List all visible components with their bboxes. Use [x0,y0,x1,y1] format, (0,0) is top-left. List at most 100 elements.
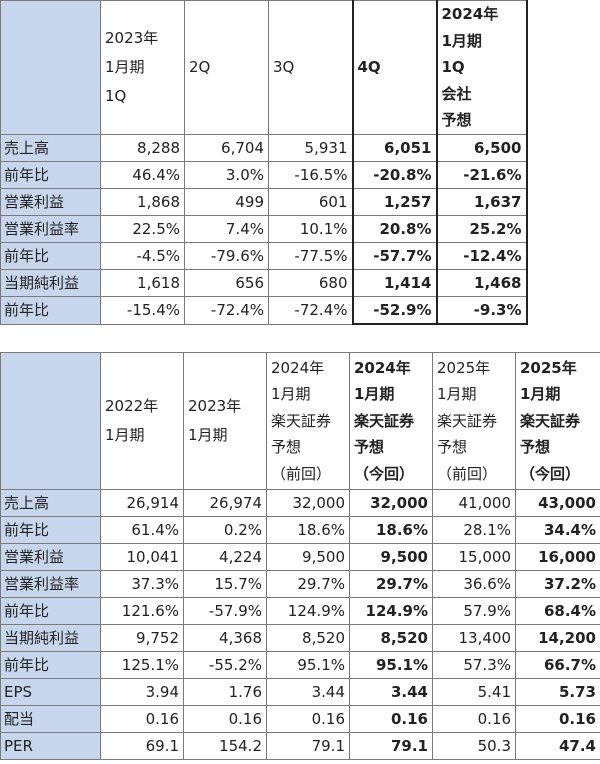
table-cell: 154.2 [183,732,267,760]
header-line: 2025年 [437,358,491,377]
row-label: 当期純利益 [0,269,101,297]
table-row: 営業利益 1,868 499 601 1,257 1,637 [0,188,528,216]
row-label: 当期純利益 [0,624,101,652]
header-line: 1月期 [271,385,311,404]
table-cell: 25.2% [435,215,528,243]
table-cell: -77.5% [268,242,353,270]
table-cell: 0.16 [515,705,600,733]
table-cell: 4,224 [183,543,267,571]
table-cell: 4,368 [183,624,267,652]
table-cell: 36.6% [432,570,516,598]
table-row: EPS 3.94 1.76 3.44 3.44 5.41 5.73 [0,678,600,706]
table-cell: 121.6% [100,597,184,625]
table-row: 営業利益 10,041 4,224 9,500 9,500 15,000 16,000 [0,543,600,571]
table-cell: 0.16 [100,705,184,733]
table-cell: 5,931 [268,134,353,162]
header-line: 2024年 [271,358,325,377]
header-2023-1q: 2023年 1月期 1Q [100,0,185,135]
table-cell: 0.16 [266,705,350,733]
table-cell: -15.4% [100,296,185,325]
table-cell: 13,400 [432,624,516,652]
table-row: 前年比 46.4% 3.0% -16.5% -20.8% -21.6% [0,161,528,189]
header-2024-previous: 2024年 1月期 楽天証券 予想 （前回） [266,352,350,490]
table-cell: 41,000 [432,489,516,517]
table-cell: -12.4% [435,242,528,270]
table-row: 当期純利益 1,618 656 680 1,414 1,468 [0,269,528,297]
table-row: 前年比 61.4% 0.2% 18.6% 18.6% 28.1% 34.4% [0,516,600,544]
header-line: （前回） [271,464,332,483]
header-line: 2024年 [354,358,411,377]
row-label: EPS [0,678,101,706]
header-line: 会社 [441,84,472,103]
row-label: 前年比 [0,161,101,189]
row-label: 営業利益率 [0,215,101,243]
row-label: 前年比 [0,242,101,270]
quarterly-results-table: 2023年 1月期 1Q 2Q 3Q 4Q 2024年 1月期 1Q 会社 予想… [0,0,528,325]
table-cell: 50.3 [432,732,516,760]
header-line: 2023年 [105,29,159,47]
table-cell: 3.94 [100,678,184,706]
table-cell: 95.1% [266,651,350,679]
table-cell: 6,051 [351,134,437,162]
header-2025-previous: 2025年 1月期 楽天証券 予想 （前回） [432,352,516,490]
header-line: 3Q [273,58,295,76]
table-cell: 1,414 [351,269,437,297]
table-cell: 499 [184,188,269,216]
table-row: 当期純利益 9,752 4,368 8,520 8,520 13,400 14,200 [0,624,600,652]
header-line: 4Q [357,58,381,76]
table-cell: 6,500 [435,134,528,162]
table-cell: 15,000 [432,543,516,571]
table-row: 売上高 26,914 26,974 32,000 32,000 41,000 43,000 [0,489,600,517]
table-cell: 79.1 [266,732,350,760]
header-line: （前回） [437,464,498,483]
header-row: 2023年 1月期 1Q 2Q 3Q 4Q 2024年 1月期 1Q 会社 予想 [0,0,528,135]
row-label: 売上高 [0,134,101,162]
table-cell: 37.3% [100,570,184,598]
header-line: 予想 [271,438,302,457]
header-line: 1月期 [520,385,561,404]
header-line: 2025年 [520,358,577,377]
table-cell: 68.4% [515,597,600,625]
header-corner [0,0,101,135]
row-label: PER [0,732,101,760]
header-line: 1Q [105,87,127,105]
table-cell: 0.16 [432,705,516,733]
annual-forecast-table: 2022年 1月期 2023年 1月期 2024年 1月期 楽天証券 予想 （前… [0,352,600,760]
table-cell: 3.0% [184,161,269,189]
table-cell: 6,704 [184,134,269,162]
header-2023: 2023年 1月期 [183,352,267,490]
table-cell: 29.7% [266,570,350,598]
table-row: 売上高 8,288 6,704 5,931 6,051 6,500 [0,134,528,162]
table-cell: -9.3% [435,296,528,325]
header-2022: 2022年 1月期 [100,352,184,490]
row-label: 営業利益率 [0,570,101,598]
table-cell: 680 [268,269,353,297]
table-row: 営業利益率 22.5% 7.4% 10.1% 20.8% 25.2% [0,215,528,243]
table-row: PER 69.1 154.2 79.1 79.1 50.3 47.4 [0,732,600,760]
table-cell: 57.3% [432,651,516,679]
table-row: 前年比 125.1% -55.2% 95.1% 95.1% 57.3% 66.7% [0,651,600,679]
header-line: 予想 [437,438,468,457]
header-row: 2022年 1月期 2023年 1月期 2024年 1月期 楽天証券 予想 （前… [0,352,600,490]
header-corner [0,352,101,490]
table-cell: -72.4% [184,296,269,325]
row-label: 営業利益 [0,188,101,216]
table-cell: 69.1 [100,732,184,760]
table-cell: 5.41 [432,678,516,706]
table-cell: 66.7% [515,651,600,679]
table-cell: 16,000 [515,543,600,571]
table-cell: 47.4 [515,732,600,760]
header-4q: 4Q [351,0,437,135]
row-label: 売上高 [0,489,101,517]
header-line: 2024年 [441,5,499,23]
table-cell: 8,520 [349,624,433,652]
table-cell: -55.2% [183,651,267,679]
header-line: （今回） [354,464,415,483]
header-line: 1月期 [441,31,482,50]
header-line: 予想 [520,438,551,457]
table-row: 営業利益率 37.3% 15.7% 29.7% 29.7% 36.6% 37.2% [0,570,600,598]
row-label: 前年比 [0,651,101,679]
table-cell: 124.9% [266,597,350,625]
header-line: 楽天証券 [437,411,498,430]
table-cell: 601 [268,188,353,216]
